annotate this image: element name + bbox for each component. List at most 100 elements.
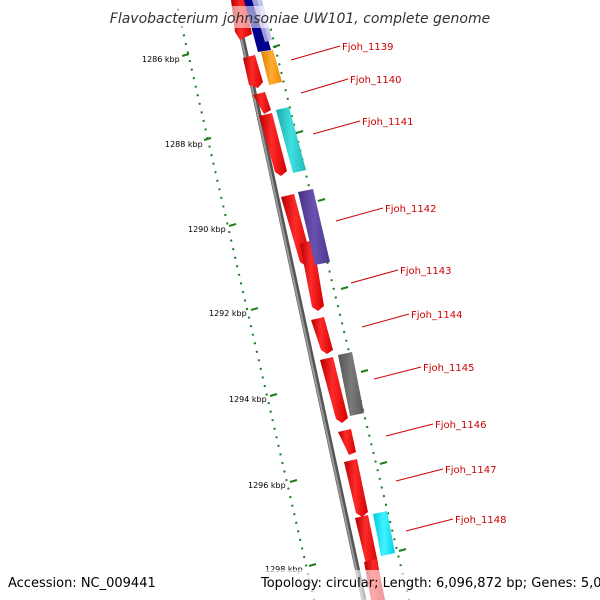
gene-label[interactable]: Fjoh_1141	[362, 117, 413, 128]
gene-label[interactable]: Fjoh_1144	[411, 310, 462, 321]
cds-feature[interactable]	[311, 317, 333, 354]
minor-tick	[192, 76, 196, 80]
minor-tick	[305, 175, 308, 178]
minor-tick	[295, 521, 298, 525]
minor-tick	[345, 339, 348, 342]
minor-tick	[332, 287, 335, 291]
purple-feature[interactable]	[298, 189, 330, 265]
footer-backdrop	[0, 570, 600, 600]
minor-tick	[372, 451, 375, 455]
minor-tick	[276, 54, 279, 57]
minor-tick	[216, 179, 219, 182]
minor-tick	[222, 205, 225, 208]
minor-tick	[233, 256, 237, 259]
minor-tick	[271, 418, 274, 422]
minor-tick	[237, 273, 241, 277]
minor-tick	[204, 128, 207, 131]
gene-label[interactable]: Fjoh_1142	[385, 204, 436, 215]
minor-tick	[229, 239, 233, 242]
minor-tick	[226, 222, 229, 225]
minor-tick	[275, 436, 278, 439]
gene-label[interactable]: Fjoh_1139	[342, 42, 393, 53]
minor-tick	[212, 162, 215, 165]
minor-tick	[255, 350, 259, 353]
minor-tick	[283, 470, 286, 473]
minor-tick	[378, 477, 381, 481]
kbp-label: 1286 kbp	[142, 55, 180, 64]
cds-feature[interactable]	[338, 429, 356, 455]
minor-tick	[334, 296, 338, 299]
minor-tick	[208, 145, 211, 148]
minor-tick	[214, 170, 217, 174]
teal-feature[interactable]	[276, 107, 306, 173]
minor-tick	[247, 316, 251, 319]
minor-tick	[399, 563, 402, 567]
kbp-label: 1296 kbp	[248, 481, 286, 490]
minor-tick	[397, 555, 400, 558]
minor-tick	[368, 434, 371, 437]
minor-tick	[182, 34, 186, 37]
minor-tick	[376, 468, 379, 472]
minor-tick	[284, 88, 287, 92]
minor-tick	[263, 384, 266, 388]
cyan-feature[interactable]	[373, 511, 395, 556]
minor-tick	[251, 333, 255, 336]
gene-label[interactable]: Fjoh_1145	[423, 363, 474, 374]
gene-label[interactable]: Fjoh_1140	[350, 75, 401, 86]
backbone	[231, 0, 367, 600]
minor-tick	[184, 42, 188, 46]
minor-tick	[382, 494, 386, 498]
minor-tick	[249, 324, 253, 328]
minor-tick	[287, 487, 290, 490]
gene-label[interactable]: Fjoh_1146	[435, 420, 486, 431]
minor-tick	[380, 486, 384, 489]
minor-tick	[259, 367, 263, 371]
minor-tick	[267, 401, 270, 405]
minor-tick	[280, 71, 283, 75]
minor-tick	[235, 265, 239, 268]
minor-tick	[330, 278, 333, 282]
minor-tick	[231, 247, 235, 251]
minor-tick	[365, 425, 369, 429]
cds-feature[interactable]	[355, 515, 378, 568]
minor-tick	[253, 342, 257, 345]
gray-feature[interactable]	[338, 352, 364, 416]
minor-tick	[188, 59, 192, 63]
minor-tick	[393, 538, 396, 541]
minor-tick	[281, 461, 284, 465]
minor-tick	[220, 196, 223, 200]
gene-label[interactable]: Fjoh_1143	[400, 266, 451, 277]
orange-feature[interactable]	[261, 50, 282, 85]
kbp-label: 1292 kbp	[209, 309, 247, 318]
minor-tick	[363, 417, 367, 420]
minor-tick	[342, 330, 346, 334]
minor-tick	[273, 427, 276, 430]
title-backdrop	[112, 6, 492, 28]
minor-tick	[286, 97, 289, 101]
minor-tick	[210, 153, 213, 157]
minor-tick	[196, 94, 199, 97]
minor-tick	[200, 111, 203, 114]
accession-text: Accession: NC_009441	[8, 576, 156, 591]
kbp-label: 1298 kbp	[265, 565, 303, 574]
minor-tick	[277, 444, 280, 448]
minor-tick	[302, 555, 306, 559]
minor-tick	[194, 85, 197, 88]
minor-tick	[307, 183, 310, 187]
gene-label[interactable]: Fjoh_1148	[455, 515, 506, 526]
gene-label[interactable]: Fjoh_1147	[445, 465, 496, 476]
minor-tick	[340, 322, 344, 325]
cds-feature[interactable]	[259, 113, 287, 176]
cds-feature[interactable]	[243, 55, 263, 88]
minor-tick	[291, 504, 294, 507]
minor-tick	[243, 299, 247, 302]
cds-feature[interactable]	[300, 240, 324, 311]
cds-feature[interactable]	[320, 357, 348, 423]
minor-tick	[228, 230, 231, 234]
cds-feature[interactable]	[253, 92, 271, 114]
minor-tick	[265, 393, 268, 396]
cds-feature[interactable]	[344, 459, 368, 517]
minor-tick	[202, 119, 205, 123]
